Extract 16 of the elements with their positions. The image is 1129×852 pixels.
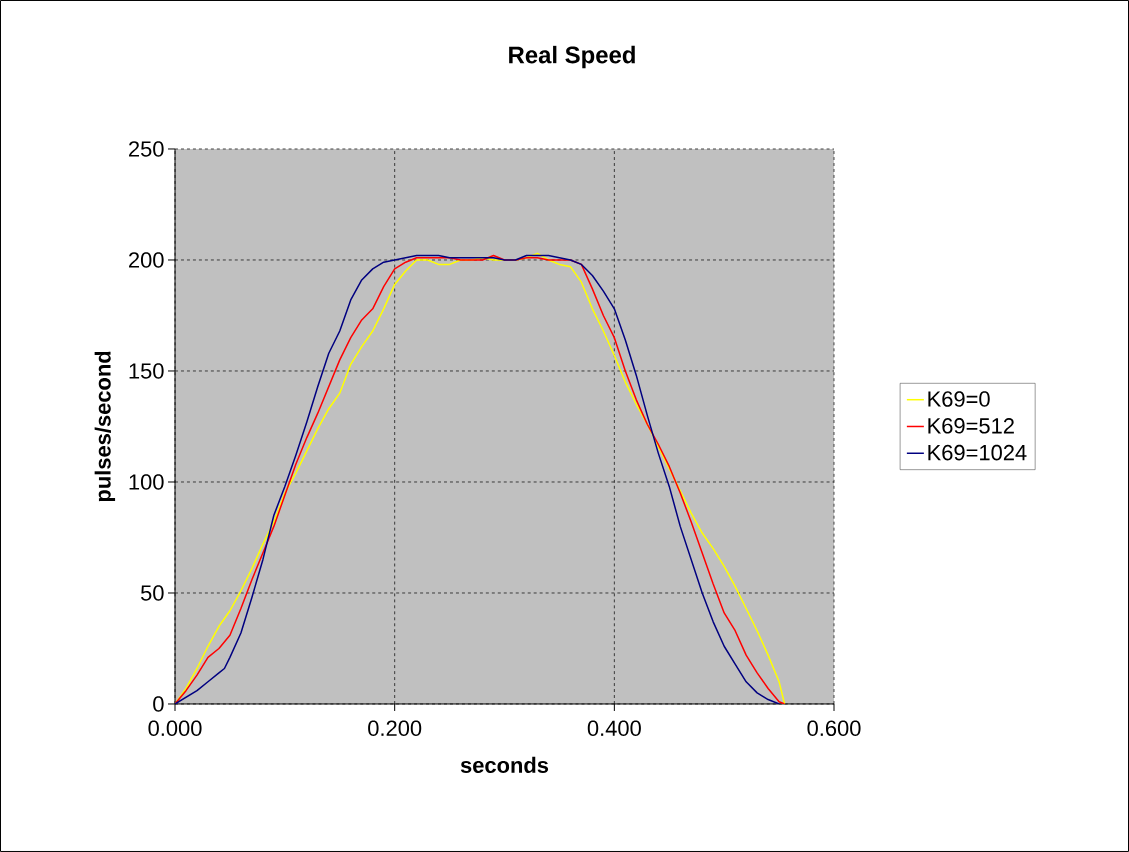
y-tick-label: 0 bbox=[153, 696, 164, 712]
x-tick-label: 0.200 bbox=[368, 720, 422, 737]
chart-title: Real Speed bbox=[509, 45, 635, 69]
legend-label: K69=512 bbox=[928, 418, 1014, 434]
y-tick-label: 100 bbox=[129, 474, 164, 490]
x-tick-label: 0.400 bbox=[587, 720, 641, 737]
x-tick-label: 0.600 bbox=[807, 720, 861, 737]
x-tick-label: 0.000 bbox=[148, 720, 202, 737]
legend-label: K69=1024 bbox=[928, 444, 1027, 461]
y-axis-title: pulses/second bbox=[94, 351, 116, 502]
legend-label: K69=0 bbox=[928, 391, 990, 407]
y-tick-label: 50 bbox=[140, 585, 164, 601]
y-tick-label: 200 bbox=[129, 252, 164, 268]
y-tick-label: 250 bbox=[129, 141, 164, 157]
y-tick-label: 150 bbox=[129, 363, 164, 379]
x-axis-title: seconds bbox=[460, 756, 549, 773]
